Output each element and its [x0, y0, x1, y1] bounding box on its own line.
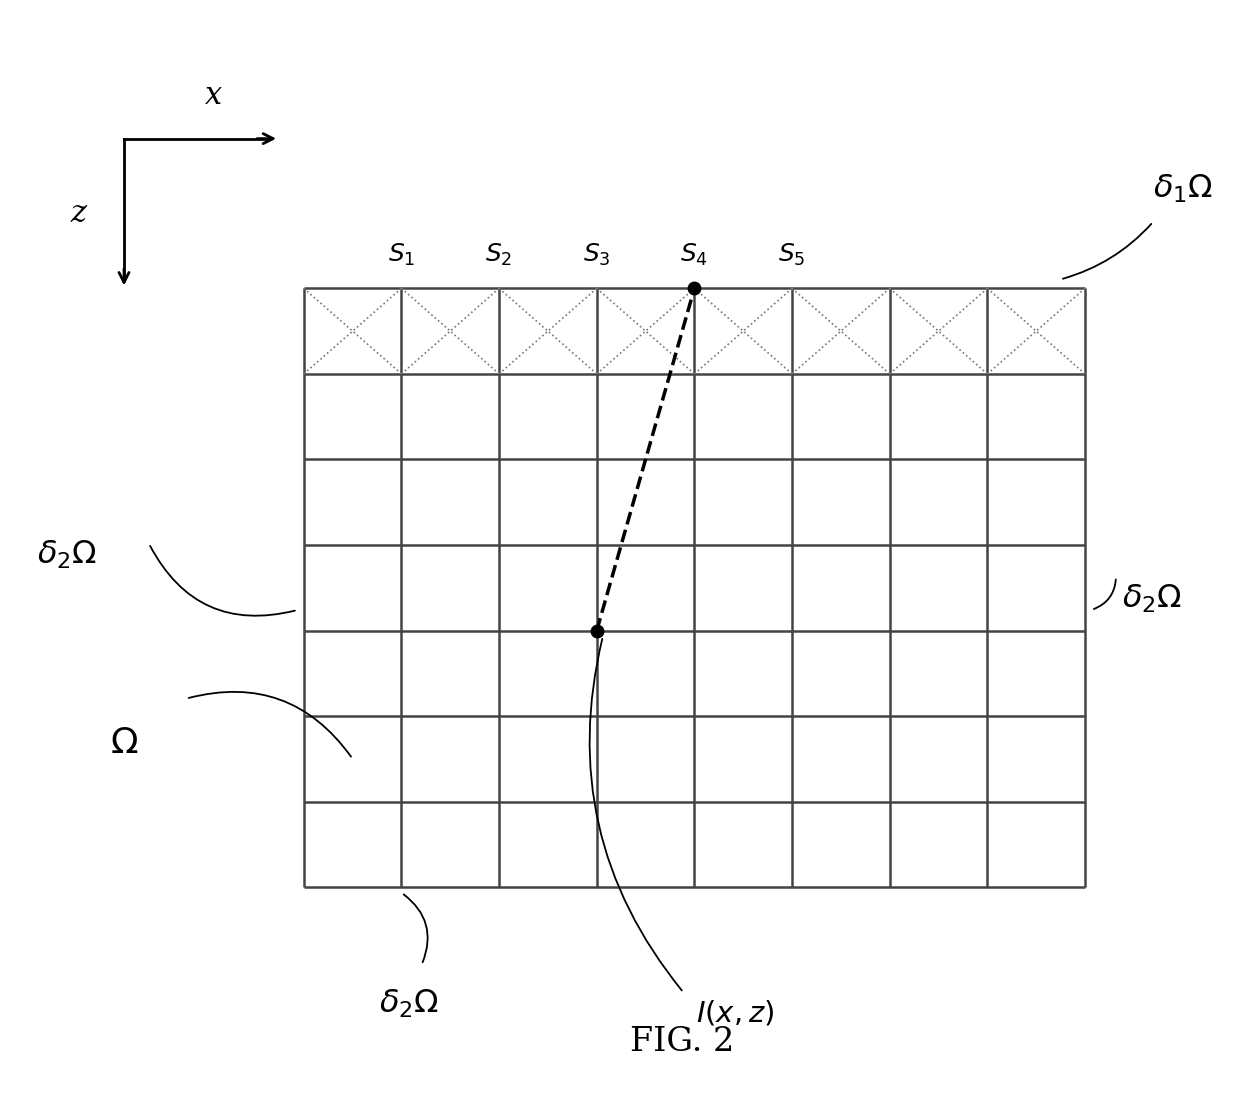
Text: $S_3$: $S_3$	[583, 242, 610, 268]
Text: $\delta_1\Omega$: $\delta_1\Omega$	[1153, 172, 1213, 205]
Text: $\delta_2\Omega$: $\delta_2\Omega$	[1122, 582, 1182, 615]
Text: $S_2$: $S_2$	[486, 242, 512, 268]
Text: $I(x,z)$: $I(x,z)$	[696, 998, 774, 1027]
Text: x: x	[206, 80, 222, 111]
Text: $S_4$: $S_4$	[681, 242, 708, 268]
Text: $\delta_2\Omega$: $\delta_2\Omega$	[379, 987, 439, 1020]
Text: $\Omega$: $\Omega$	[110, 726, 138, 760]
Text: $S_5$: $S_5$	[779, 242, 806, 268]
Text: $\delta_2\Omega$: $\delta_2\Omega$	[37, 538, 97, 571]
Text: z: z	[71, 199, 87, 228]
Text: $S_1$: $S_1$	[388, 242, 415, 268]
Text: FIG. 2: FIG. 2	[630, 1027, 734, 1058]
